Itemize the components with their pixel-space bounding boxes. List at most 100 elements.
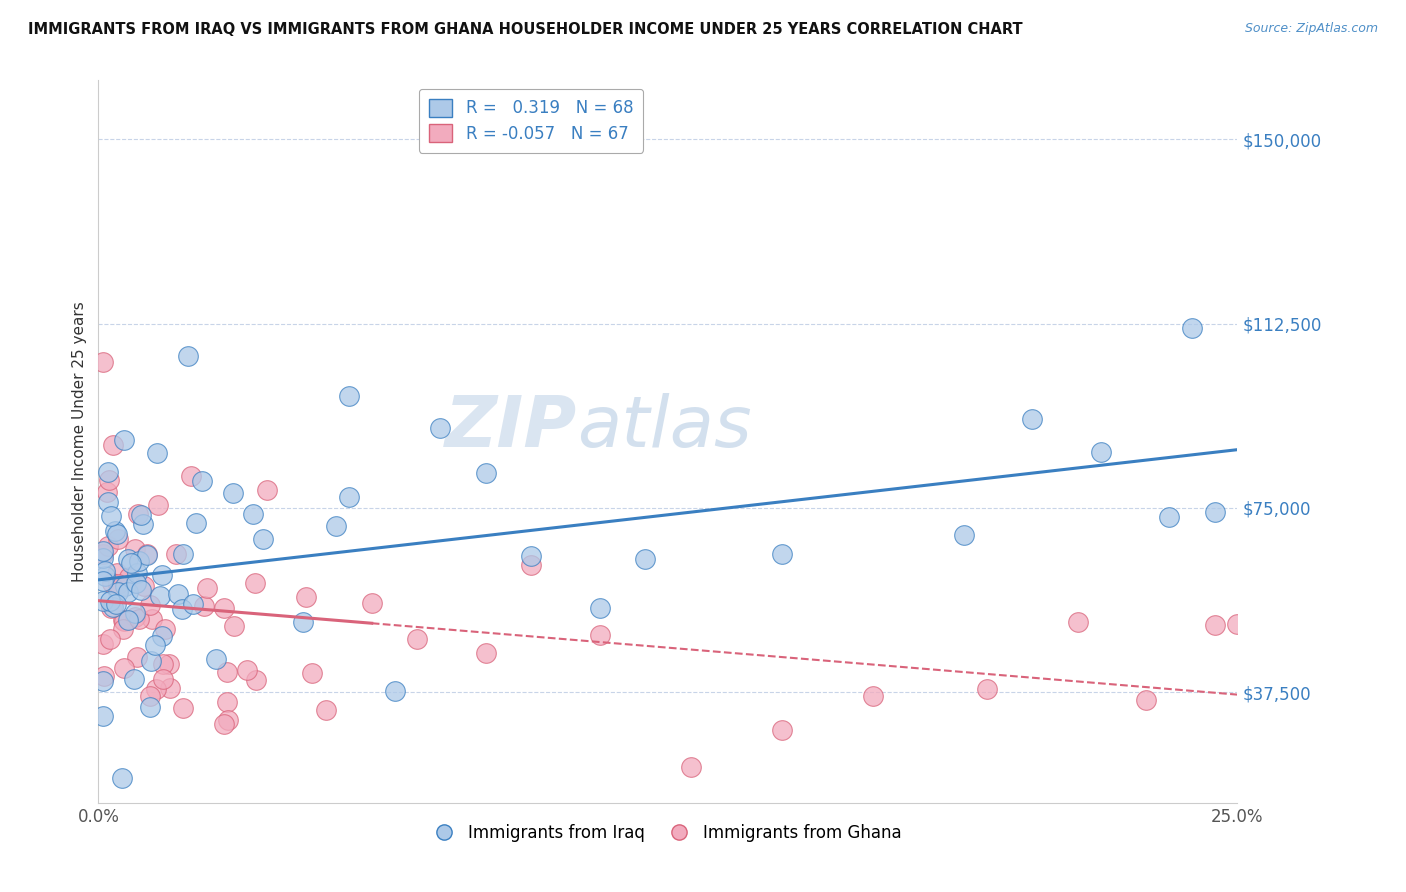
Point (215, 665, 238, 680)
Point (337, 389, 360, 403)
Point (139, 654, 162, 668)
Point (100, 575, 122, 590)
Point (292, 615, 315, 629)
Point (101, 437, 124, 451)
Point (150, 629, 173, 643)
Point (135, 548, 157, 562)
Point (172, 700, 194, 714)
Point (295, 590, 318, 604)
Point (165, 547, 187, 561)
Point (129, 508, 152, 522)
Point (107, 533, 129, 547)
Point (118, 570, 141, 584)
Point (256, 483, 278, 497)
Point (117, 552, 139, 566)
Point (474, 466, 496, 480)
Point (520, 558, 543, 572)
Point (94, 565, 117, 579)
Legend: Immigrants from Iraq, Immigrants from Ghana: Immigrants from Iraq, Immigrants from Gh… (427, 817, 908, 848)
Point (588, 601, 610, 615)
Point (93, 669, 115, 683)
Point (117, 613, 139, 627)
Point (141, 612, 163, 626)
Point (224, 619, 246, 633)
Point (770, 723, 793, 737)
Point (242, 507, 264, 521)
Point (217, 713, 239, 727)
Point (953, 528, 976, 542)
Point (105, 597, 128, 611)
Point (111, 771, 134, 785)
Point (91, 674, 114, 689)
Point (128, 612, 150, 626)
Point (111, 613, 134, 627)
Point (1204, 617, 1226, 632)
Point (97, 539, 120, 553)
Point (245, 576, 267, 591)
Point (214, 601, 236, 615)
Point (337, 490, 360, 504)
Point (149, 589, 172, 603)
Point (406, 632, 429, 647)
Point (157, 657, 180, 671)
Point (588, 628, 610, 642)
Point (112, 434, 135, 448)
Point (91, 574, 114, 589)
Point (1021, 411, 1043, 425)
Point (98, 632, 121, 646)
Text: atlas: atlas (576, 392, 751, 461)
Point (97, 495, 120, 509)
Point (222, 486, 245, 500)
Point (135, 547, 157, 561)
Point (150, 568, 173, 582)
Point (124, 610, 146, 624)
Text: Source: ZipAtlas.com: Source: ZipAtlas.com (1244, 22, 1378, 36)
Point (146, 498, 169, 512)
Point (193, 599, 215, 613)
Y-axis label: Householder Income Under 25 years: Householder Income Under 25 years (72, 301, 87, 582)
Point (112, 622, 135, 636)
Point (114, 579, 136, 593)
Point (122, 672, 145, 686)
Point (146, 445, 169, 459)
Point (204, 652, 226, 666)
Point (1157, 510, 1180, 524)
Point (103, 524, 125, 538)
Point (124, 542, 146, 557)
Point (91, 637, 114, 651)
Point (94, 569, 117, 583)
Point (212, 717, 235, 731)
Point (139, 689, 162, 703)
Point (145, 681, 167, 696)
Point (128, 554, 150, 568)
Point (159, 681, 181, 695)
Point (124, 606, 146, 620)
Point (153, 622, 176, 636)
Point (429, 421, 451, 435)
Point (96, 485, 118, 500)
Point (152, 673, 174, 687)
Point (172, 602, 194, 616)
Point (152, 657, 174, 671)
Point (191, 474, 214, 488)
Point (107, 576, 129, 591)
Point (91, 543, 114, 558)
Point (679, 759, 702, 773)
Point (127, 649, 149, 664)
Point (132, 516, 155, 531)
Point (105, 527, 128, 541)
Point (98, 594, 121, 608)
Text: IMMIGRANTS FROM IRAQ VS IMMIGRANTS FROM GHANA HOUSEHOLDER INCOME UNDER 25 YEARS : IMMIGRANTS FROM IRAQ VS IMMIGRANTS FROM … (28, 22, 1022, 37)
Point (325, 519, 347, 533)
Point (105, 566, 128, 580)
Point (474, 646, 496, 660)
Point (360, 595, 382, 609)
Point (181, 597, 204, 611)
Point (1090, 445, 1112, 459)
Point (634, 552, 657, 566)
Point (770, 547, 793, 561)
Point (91, 547, 114, 561)
Point (91, 550, 114, 565)
Point (172, 547, 194, 561)
Point (1226, 616, 1249, 631)
